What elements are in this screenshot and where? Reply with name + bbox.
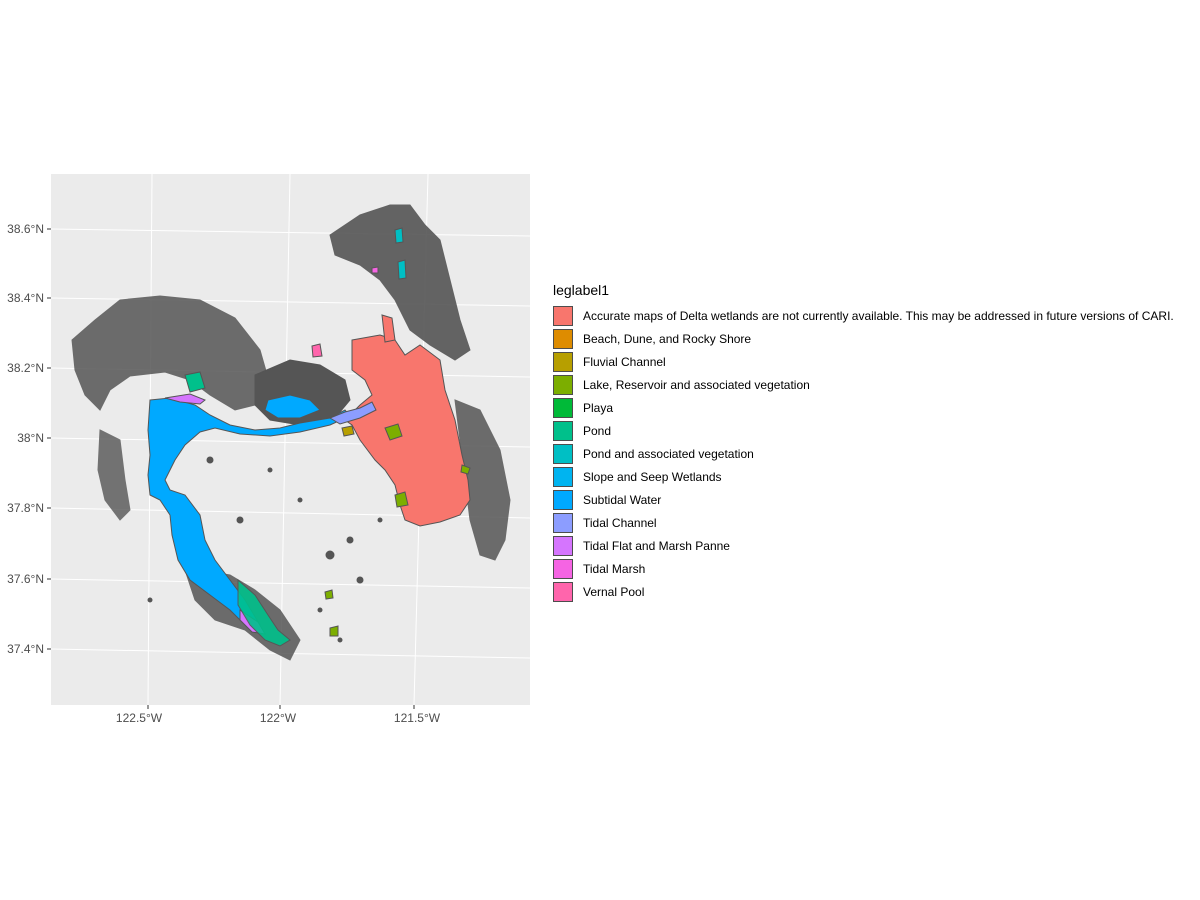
legend-label: Subtidal Water: [583, 492, 662, 507]
legend-key: [553, 535, 573, 556]
y-axis: 38.6°N 38.4°N 38.2°N 38°N 37.8°N 37.6°N …: [7, 222, 51, 656]
legend-key: [553, 512, 573, 533]
west-coast-grey-area: [97, 429, 131, 521]
y-tick-label: 38.4°N: [7, 291, 44, 305]
legend-item: Tidal Channel: [553, 511, 1174, 534]
legend-key: [553, 374, 573, 395]
legend-key: [553, 328, 573, 349]
legend-item: Fluvial Channel: [553, 350, 1174, 373]
tidal-flat: [164, 393, 206, 405]
legend-item: Pond: [553, 419, 1174, 442]
lake-reservoir-2: [394, 491, 409, 508]
delta-north-grey-area: [329, 204, 471, 361]
legend-item: Playa: [553, 396, 1174, 419]
legend-label: Tidal Flat and Marsh Panne: [583, 538, 730, 553]
x-tick-label: 122°W: [260, 711, 297, 725]
legend-key: [553, 420, 573, 441]
legend-label: Pond: [583, 423, 612, 438]
legend-label: Playa: [583, 400, 614, 415]
patch-2: [236, 516, 244, 524]
x-tick-label: 122.5°W: [116, 711, 163, 725]
legend: leglabel1 Accurate maps of Delta wetland…: [553, 282, 1174, 603]
fluvial-channel: [341, 425, 355, 437]
y-tick-label: 38.2°N: [7, 361, 44, 375]
patch-1: [206, 456, 214, 464]
pond-north-bay: [184, 371, 206, 393]
legend-item: Beach, Dune, and Rocky Shore: [553, 327, 1174, 350]
patch-11: [147, 597, 153, 603]
patch-5: [356, 576, 364, 584]
legend-label: Vernal Pool: [583, 584, 645, 599]
subtidal-water-bay: [147, 397, 351, 629]
patch-10: [317, 607, 323, 613]
patch-6: [297, 497, 303, 503]
y-tick-label: 38°N: [17, 431, 44, 445]
graticule-line-lat-37.6: [50, 578, 531, 589]
north-bay-grey-area: [71, 295, 271, 411]
legend-key: [553, 466, 573, 487]
lake-reservoir-3: [324, 589, 334, 600]
legend-label: Accurate maps of Delta wetlands are not …: [583, 308, 1174, 323]
wetland-layers: [71, 204, 511, 661]
subtidal-water-suisun: [264, 394, 321, 419]
legend-item: Accurate maps of Delta wetlands are not …: [553, 304, 1174, 327]
legend-label: Beach, Dune, and Rocky Shore: [583, 331, 752, 346]
legend-items: Accurate maps of Delta wetlands are not …: [553, 304, 1174, 603]
patch-3: [325, 550, 335, 560]
y-tick-label: 37.6°N: [7, 572, 44, 586]
y-tick-label: 38.6°N: [7, 222, 44, 236]
legend-title: leglabel1: [553, 282, 610, 298]
lake-reservoir-4: [329, 625, 339, 637]
lake-reservoir-1: [384, 423, 403, 441]
legend-item: Tidal Marsh: [553, 557, 1174, 580]
legend-key: [553, 305, 573, 326]
tidal-channel: [328, 401, 377, 425]
legend-label: Fluvial Channel: [583, 354, 666, 369]
tidal-marsh: [371, 266, 379, 274]
legend-item: Slope and Seep Wetlands: [553, 465, 1174, 488]
legend-key: [553, 558, 573, 579]
patch-8: [267, 467, 273, 473]
pond-vegetation-1: [394, 227, 404, 244]
legend-key: [553, 397, 573, 418]
legend-item: Vernal Pool: [553, 580, 1174, 603]
legend-label: Tidal Marsh: [583, 561, 646, 576]
patch-9: [337, 637, 343, 643]
legend-key: [553, 443, 573, 464]
x-axis: 122.5°W 122°W 121.5°W: [116, 705, 441, 725]
legend-label: Lake, Reservoir and associated vegetatio…: [583, 377, 810, 392]
legend-label: Pond and associated vegetation: [583, 446, 754, 461]
vernal-pool: [311, 343, 323, 358]
lake-reservoir-5: [460, 464, 471, 475]
legend-item: Pond and associated vegetation: [553, 442, 1174, 465]
pond-vegetation-2: [397, 259, 407, 280]
x-tick-label: 121.5°W: [394, 711, 441, 725]
patch-7: [377, 517, 383, 523]
legend-label: Slope and Seep Wetlands: [583, 469, 722, 484]
legend-key: [553, 351, 573, 372]
delta-north-strip: [381, 314, 396, 343]
legend-key: [553, 581, 573, 602]
y-tick-label: 37.4°N: [7, 642, 44, 656]
legend-key: [553, 489, 573, 510]
pond-south-bay: [237, 578, 291, 647]
y-tick-label: 37.8°N: [7, 501, 44, 515]
legend-item: Lake, Reservoir and associated vegetatio…: [553, 373, 1174, 396]
graticule-line-lat-38.6: [50, 228, 531, 237]
patch-4: [346, 536, 354, 544]
legend-label: Tidal Channel: [583, 515, 657, 530]
legend-item: Tidal Flat and Marsh Panne: [553, 534, 1174, 557]
legend-item: Subtidal Water: [553, 488, 1174, 511]
